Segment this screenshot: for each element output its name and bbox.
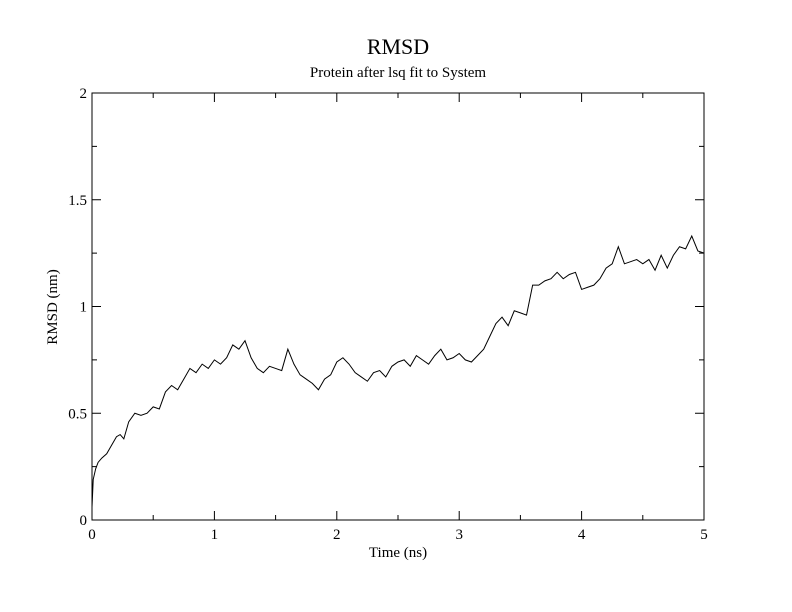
x-tick-label: 5 (700, 527, 708, 543)
chart-subtitle: Protein after lsq fit to System (310, 65, 487, 81)
y-tick-label: 2 (80, 86, 88, 102)
y-axis-label: RMSD (nm) (45, 269, 61, 344)
y-tick-label: 0 (80, 513, 88, 529)
y-tick-label: 1.5 (68, 193, 87, 209)
axis-ticks (91, 92, 705, 521)
chart-title: RMSD (367, 34, 429, 59)
rmsd-series-line (91, 234, 705, 508)
x-tick-label: 2 (333, 527, 341, 543)
x-tick-label: 1 (211, 527, 219, 543)
x-tick-label: 0 (88, 527, 96, 543)
x-axis-label: Time (ns) (369, 545, 427, 561)
y-tick-label: 0.5 (68, 406, 87, 422)
y-tick-label: 1 (80, 300, 88, 316)
x-tick-labels: 0 1 2 3 4 5 (88, 527, 708, 543)
x-tick-label: 3 (455, 527, 463, 543)
x-tick-label: 4 (578, 527, 586, 543)
plot-frame (91, 92, 705, 521)
y-tick-labels: 0 0.5 1 1.5 2 (68, 86, 87, 529)
